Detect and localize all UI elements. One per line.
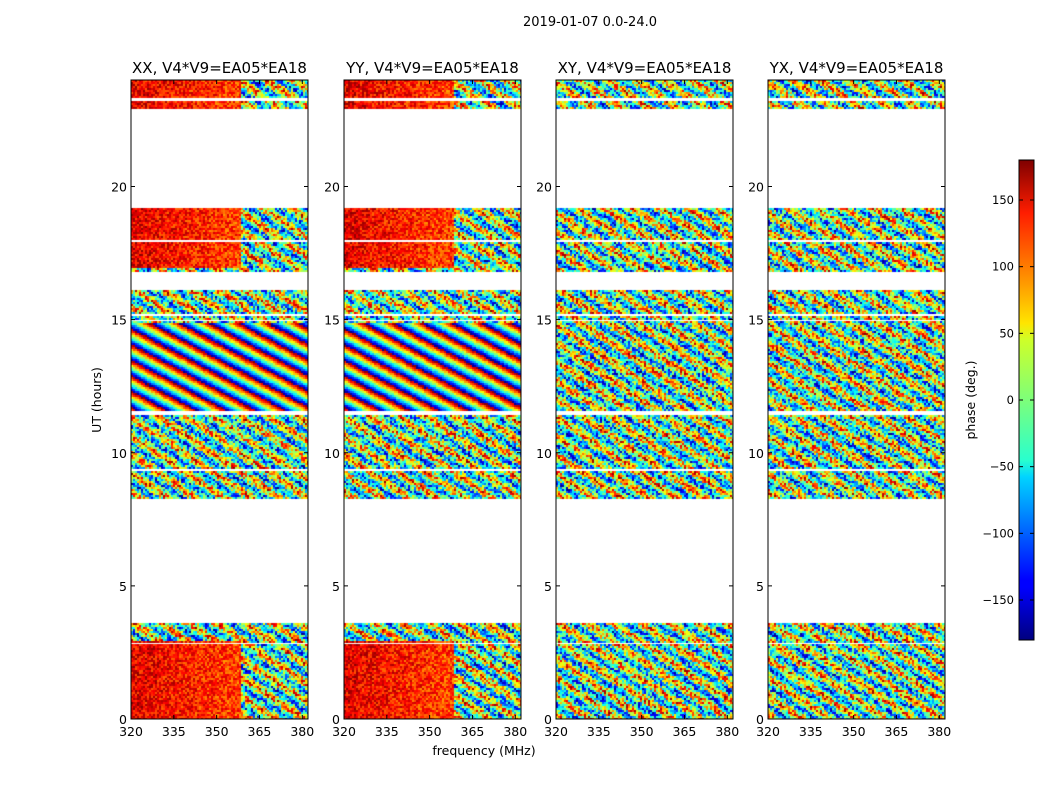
y-tick-label: 0 xyxy=(332,712,340,727)
phase-panel-2: YY, V4*V9=EA05*EA18 320 335 350 365 380 0 5 10 15… xyxy=(324,59,527,739)
x-tick-label: 320 xyxy=(544,724,568,739)
colorbar: 150 100 50 0 −50 −100 −150 phase (deg.) xyxy=(963,159,1035,641)
phase-heatmap xyxy=(344,80,521,719)
y-tick-label: 10 xyxy=(324,446,340,461)
y-tick-label: 20 xyxy=(111,180,127,195)
panel-title: YX, V4*V9=EA05*EA18 xyxy=(769,59,944,77)
y-tick-label: 5 xyxy=(544,579,552,594)
y-tick-label: 20 xyxy=(536,180,552,195)
y-tick-label: 5 xyxy=(332,579,340,594)
y-tick-label: 5 xyxy=(119,579,127,594)
y-tick-label: 0 xyxy=(544,712,552,727)
panel-frame xyxy=(343,79,522,720)
x-tick-label: 365 xyxy=(885,724,909,739)
x-tick-label: 365 xyxy=(461,724,485,739)
x-tick-label: 380 xyxy=(290,724,314,739)
phase-panel-1: XX, V4*V9=EA05*EA18 320 335 350 365 380 0 5 10 15… xyxy=(111,59,314,739)
y-tick-label: 5 xyxy=(756,579,764,594)
colorbar-tick-label: 50 xyxy=(999,326,1014,340)
phase-heatmap xyxy=(131,80,308,719)
y-tick-label: 20 xyxy=(748,180,764,195)
x-tick-label: 350 xyxy=(630,724,654,739)
colorbar-label: phase (deg.) xyxy=(963,361,978,440)
panel-frame xyxy=(555,79,734,720)
panels-group: XX, V4*V9=EA05*EA18 320 335 350 365 380 0 5 10 15… xyxy=(111,59,951,739)
y-tick-label: 0 xyxy=(756,712,764,727)
y-tick-label: 10 xyxy=(111,446,127,461)
colorbar-tick-label: 100 xyxy=(992,260,1014,274)
phase-panel-4: YX, V4*V9=EA05*EA18 320 335 350 365 380 0 5 10 15… xyxy=(748,59,951,739)
x-tick-label: 365 xyxy=(673,724,697,739)
x-tick-label: 350 xyxy=(418,724,442,739)
y-tick-label: 10 xyxy=(748,446,764,461)
phase-panel-3: XY, V4*V9=EA05*EA18 320 335 350 365 380 0 5 10 15… xyxy=(536,59,739,739)
x-tick-label: 350 xyxy=(842,724,866,739)
panel-frame xyxy=(767,79,946,720)
panel-title: XX, V4*V9=EA05*EA18 xyxy=(132,59,307,77)
x-tick-label: 320 xyxy=(756,724,780,739)
colorbar-tick-label: 0 xyxy=(1007,393,1014,407)
y-tick-label: 20 xyxy=(324,180,340,195)
colorbar-ticks: 150 100 50 0 −50 −100 −150 xyxy=(982,193,1034,607)
panel-frame xyxy=(130,79,309,720)
colorbar-tick-label: 150 xyxy=(992,193,1014,207)
x-tick-label: 380 xyxy=(715,724,739,739)
phase-heatmap xyxy=(556,80,733,719)
x-tick-label: 335 xyxy=(587,724,611,739)
x-tick-label: 350 xyxy=(205,724,229,739)
y-tick-label: 15 xyxy=(748,313,764,328)
x-tick-label: 320 xyxy=(332,724,356,739)
panel-title: XY, V4*V9=EA05*EA18 xyxy=(558,59,732,77)
x-tick-label: 335 xyxy=(799,724,823,739)
x-tick-label: 380 xyxy=(927,724,951,739)
colorbar-tick-label: −50 xyxy=(990,460,1014,474)
y-tick-label: 10 xyxy=(536,446,552,461)
y-tick-label: 0 xyxy=(119,712,127,727)
figure-suptitle: 2019-01-07 0.0-24.0 xyxy=(523,15,657,30)
y-tick-label: 15 xyxy=(111,313,127,328)
x-axis-label: frequency (MHz) xyxy=(432,743,535,758)
y-tick-label: 15 xyxy=(536,313,552,328)
phase-heatmap xyxy=(768,80,945,719)
panel-title: YY, V4*V9=EA05*EA18 xyxy=(345,59,519,77)
colorbar-tick-label: −150 xyxy=(982,593,1014,607)
x-tick-label: 380 xyxy=(503,724,527,739)
x-tick-label: 335 xyxy=(375,724,399,739)
x-tick-label: 320 xyxy=(119,724,143,739)
x-tick-label: 335 xyxy=(162,724,186,739)
x-tick-label: 365 xyxy=(248,724,272,739)
y-axis-label: UT (hours) xyxy=(89,367,104,433)
colorbar-tick-label: −100 xyxy=(982,526,1014,540)
y-tick-label: 15 xyxy=(324,313,340,328)
